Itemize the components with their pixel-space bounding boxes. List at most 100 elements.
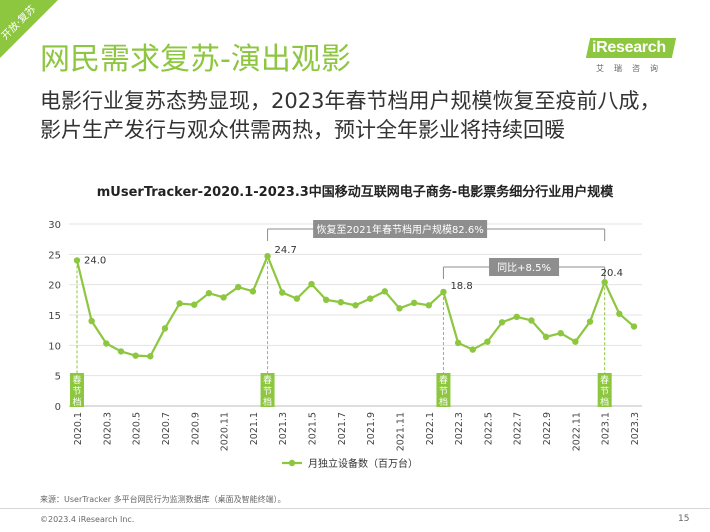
data-point bbox=[469, 346, 476, 353]
data-point bbox=[528, 317, 535, 324]
data-point bbox=[191, 301, 198, 308]
data-point bbox=[454, 339, 462, 347]
y-tick-label: 20 bbox=[48, 281, 61, 292]
x-tick-label: 2020.1 bbox=[73, 412, 84, 445]
spring-festival-tag bbox=[597, 373, 612, 407]
x-tick-label: 2022.5 bbox=[483, 412, 494, 445]
data-point bbox=[396, 305, 403, 312]
logo-brand: iResearch bbox=[592, 39, 666, 56]
x-tick-label: 2020.5 bbox=[132, 412, 143, 445]
data-label: 24.7 bbox=[275, 245, 297, 256]
x-tick-label: 2021.11 bbox=[395, 412, 406, 451]
data-point bbox=[176, 300, 183, 307]
x-tick-label: 2021.1 bbox=[249, 412, 260, 445]
callout-box bbox=[313, 220, 488, 238]
x-tick-label: 2022.3 bbox=[454, 412, 465, 445]
data-point bbox=[147, 353, 154, 360]
data-label: 20.4 bbox=[601, 268, 623, 279]
footer-divider bbox=[0, 508, 710, 509]
y-tick-label: 5 bbox=[55, 372, 61, 383]
spring-festival-label: 节 bbox=[600, 386, 609, 397]
page-title: 网民需求复苏-演出观影 bbox=[40, 42, 351, 77]
x-tick-label: 2021.3 bbox=[278, 412, 289, 445]
data-point bbox=[410, 299, 418, 307]
spring-festival-tag bbox=[70, 373, 84, 407]
spring-festival-tag bbox=[260, 373, 275, 407]
y-tick-label: 30 bbox=[48, 220, 61, 231]
callout-text: 恢复至2021年春节档用户规模82.6% bbox=[317, 223, 484, 236]
y-tick-label: 0 bbox=[55, 402, 61, 413]
spring-festival-label: 春 bbox=[263, 374, 272, 386]
spring-festival-label: 节 bbox=[72, 386, 81, 397]
page-subtitle: 电影行业复苏态势显现，2023年春节档用户规模恢复至疫前八成，影片生产发行与观众… bbox=[40, 89, 661, 142]
y-tick-label: 10 bbox=[48, 341, 61, 352]
x-tick-label: 2021.7 bbox=[337, 412, 348, 445]
data-point bbox=[293, 295, 301, 302]
data-point bbox=[322, 296, 330, 304]
data-point bbox=[381, 288, 389, 295]
data-point bbox=[440, 288, 447, 296]
data-point bbox=[484, 338, 491, 345]
spring-festival-label: 档 bbox=[439, 396, 448, 408]
spring-festival-label: 档 bbox=[600, 396, 609, 408]
data-point bbox=[249, 288, 257, 295]
copyright: ©2023.4 iResearch Inc. bbox=[40, 515, 135, 524]
data-point bbox=[235, 283, 242, 291]
spring-festival-label: 春 bbox=[72, 374, 81, 386]
data-label: 18.8 bbox=[450, 281, 472, 292]
callout-box bbox=[489, 258, 560, 276]
data-point bbox=[264, 252, 271, 260]
iresearch-logo: iResearch 艾瑞咨询 bbox=[585, 38, 684, 82]
data-point bbox=[103, 340, 110, 347]
data-label: 24.0 bbox=[84, 255, 106, 266]
data-point bbox=[630, 323, 638, 330]
data-point bbox=[132, 352, 139, 359]
x-tick-label: 2023.3 bbox=[630, 412, 641, 445]
x-tick-label: 2022.11 bbox=[571, 412, 582, 451]
legend-label: 月独立设备数（百万台） bbox=[308, 457, 418, 470]
data-point bbox=[205, 289, 213, 297]
x-tick-label: 2020.11 bbox=[220, 412, 231, 451]
page-number: 15 bbox=[678, 514, 690, 524]
source-note: 来源：UserTracker 多平台网民行为监测数据库（桌面及智能终端）。 bbox=[40, 495, 286, 504]
data-point bbox=[513, 313, 520, 321]
spring-festival-label: 春 bbox=[600, 374, 609, 386]
data-point bbox=[601, 279, 608, 286]
data-point bbox=[117, 348, 125, 355]
spring-festival-label: 档 bbox=[263, 396, 272, 408]
y-tick-label: 25 bbox=[48, 250, 61, 261]
data-point bbox=[161, 325, 169, 332]
spring-festival-label: 节 bbox=[263, 386, 272, 397]
x-tick-label: 2020.3 bbox=[102, 412, 113, 445]
x-tick-label: 2023.1 bbox=[601, 412, 612, 445]
x-tick-label: 2022.9 bbox=[542, 412, 553, 445]
corner-badge bbox=[0, 0, 58, 58]
x-tick-label: 2020.7 bbox=[161, 412, 172, 445]
spring-festival-label: 节 bbox=[439, 386, 448, 397]
x-tick-label: 2021.9 bbox=[366, 412, 377, 445]
data-point bbox=[279, 289, 286, 296]
chart-title: mUserTracker-2020.1-2023.3中国移动互联网电子商务-电影… bbox=[96, 185, 614, 200]
y-tick-label: 15 bbox=[48, 311, 61, 322]
data-point bbox=[425, 302, 432, 309]
x-tick-label: 2021.5 bbox=[308, 412, 319, 445]
data-point bbox=[337, 299, 345, 306]
data-point bbox=[557, 330, 564, 337]
data-point bbox=[220, 294, 227, 301]
data-point bbox=[586, 318, 594, 325]
spring-festival-label: 档 bbox=[72, 396, 81, 408]
data-point bbox=[73, 257, 81, 264]
x-tick-label: 2022.1 bbox=[425, 412, 436, 445]
logo-sub: 艾瑞咨询 bbox=[596, 64, 668, 73]
data-point bbox=[616, 310, 623, 317]
data-point bbox=[88, 317, 95, 325]
data-point bbox=[498, 319, 506, 326]
data-point bbox=[542, 333, 550, 341]
data-point bbox=[366, 295, 374, 302]
data-point bbox=[308, 280, 315, 288]
spring-festival-label: 春 bbox=[439, 374, 448, 386]
legend-marker bbox=[288, 459, 296, 467]
x-tick-label: 2020.9 bbox=[190, 412, 201, 445]
callout-text: 同比+8.5% bbox=[497, 262, 551, 274]
